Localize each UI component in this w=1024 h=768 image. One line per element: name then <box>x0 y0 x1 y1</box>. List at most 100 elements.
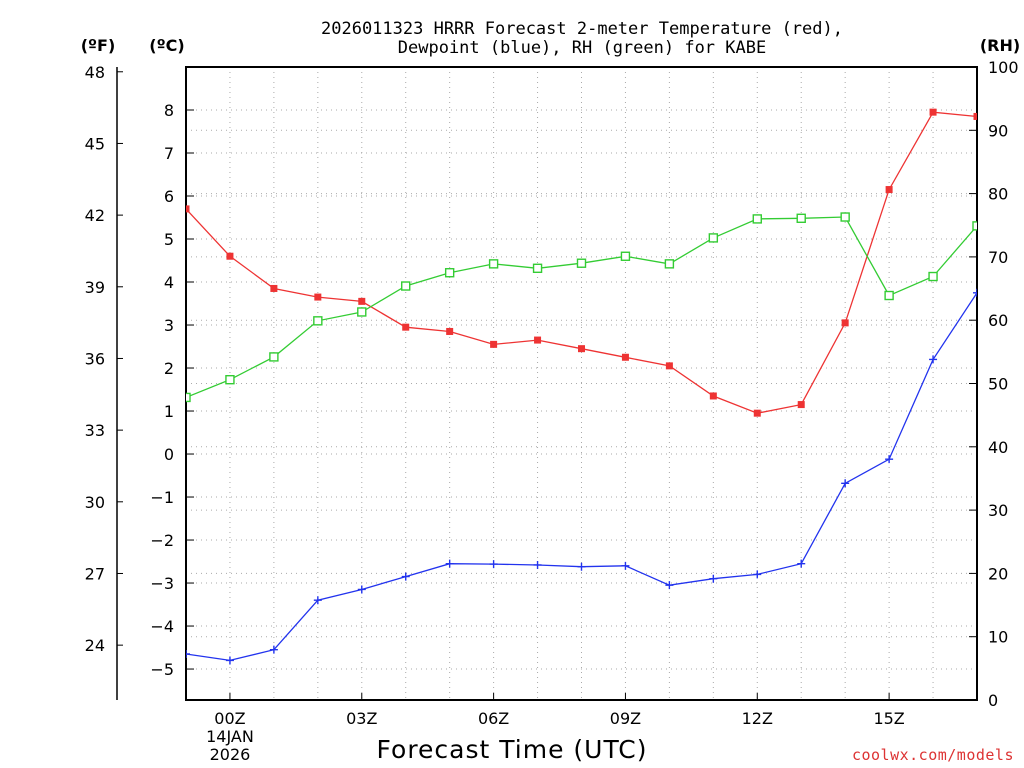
dewpoint-point <box>621 561 630 570</box>
temperature-point <box>797 401 805 409</box>
dewpoint-point <box>401 572 410 581</box>
fahrenheit-tick-label: 30 <box>85 493 105 512</box>
rh-point <box>186 392 191 403</box>
rh-tick-label: 90 <box>988 121 1008 140</box>
temperature-point <box>709 392 717 400</box>
fahrenheit-tick-label: 42 <box>85 206 105 225</box>
dewpoint-point <box>753 570 762 579</box>
dewpoint-point <box>665 581 674 590</box>
rh-point <box>972 221 977 231</box>
chart-title: 2026011323 HRRR Forecast 2-meter Tempera… <box>321 19 843 58</box>
temperature-point <box>270 284 278 292</box>
celsius-tick-label: −5 <box>150 660 174 679</box>
rh-point <box>796 213 806 223</box>
dewpoint-point <box>797 559 806 568</box>
celsius-tick-label: −3 <box>150 574 174 593</box>
rh-tick-label: 10 <box>988 628 1008 647</box>
rh-tick-label: 50 <box>988 375 1008 394</box>
fahrenheit-tick-label: 27 <box>85 564 105 583</box>
rh-point <box>357 307 367 317</box>
temperature-point <box>490 340 498 348</box>
x-tick-label: 09Z <box>610 709 641 728</box>
temperature-point <box>402 323 410 331</box>
series-dewpoint <box>186 288 977 665</box>
temperature-point <box>226 252 234 260</box>
x-tick-label: 15Z <box>873 709 904 728</box>
rh-tick-label: 100 <box>988 58 1019 77</box>
temperature-point <box>665 362 673 370</box>
dewpoint-point <box>225 656 234 665</box>
rh-tick-label: 0 <box>988 691 998 710</box>
x-tick-label: 00Z <box>214 709 245 728</box>
rh-point <box>752 214 762 224</box>
fahrenheit-tick-label: 24 <box>85 636 105 655</box>
temperature-point <box>885 186 893 194</box>
dewpoint-point <box>313 596 322 605</box>
rh-point <box>401 281 411 291</box>
x-tick-sublabel: 14JAN <box>206 727 254 746</box>
rh-tick-label: 20 <box>988 564 1008 583</box>
axes: −5−4−3−2−1012345678242730333639424548010… <box>85 58 1019 764</box>
dewpoint-point <box>841 479 850 488</box>
celsius-tick-label: 2 <box>164 359 174 378</box>
temperature-point <box>753 409 761 417</box>
dewpoint-point <box>489 560 498 569</box>
temperature-point <box>446 327 454 335</box>
x-tick-label: 03Z <box>346 709 377 728</box>
x-tick-label: 06Z <box>478 709 509 728</box>
fahrenheit-tick-label: 33 <box>85 421 105 440</box>
rh-point <box>444 268 455 278</box>
dewpoint-point <box>186 649 190 658</box>
celsius-tick-label: −4 <box>150 617 174 636</box>
temperature-point <box>621 353 629 361</box>
fahrenheit-tick-label: 48 <box>85 63 105 82</box>
temperature-point <box>314 293 322 301</box>
dewpoint-point <box>357 585 366 594</box>
dewpoint-point <box>973 288 977 297</box>
rh-point <box>269 352 279 362</box>
rh-point <box>532 263 543 273</box>
rh-point <box>928 271 938 282</box>
fahrenheit-tick-label: 45 <box>85 134 105 153</box>
rh-unit-label: (RH) <box>980 36 1020 55</box>
celsius-tick-label: 8 <box>164 101 174 120</box>
celsius-tick-label: 5 <box>164 230 174 249</box>
fahrenheit-tick-label: 39 <box>85 278 105 297</box>
credit-text[interactable]: coolwx.com/models <box>852 746 1014 764</box>
celsius-unit-label: (ºC) <box>149 36 184 55</box>
rh-tick-label: 60 <box>988 311 1008 330</box>
dewpoint-point <box>709 574 718 583</box>
temperature-point <box>929 108 937 116</box>
chart-title-line-2: Dewpoint (blue), RH (green) for KABE <box>398 38 766 58</box>
temperature-point <box>534 336 542 344</box>
rh-point <box>884 290 894 301</box>
rh-tick-label: 30 <box>988 501 1008 520</box>
dewpoint-point <box>445 559 454 568</box>
rh-tick-label: 70 <box>988 248 1008 267</box>
rh-point <box>664 259 675 269</box>
celsius-tick-label: 3 <box>164 316 174 335</box>
series-layer <box>186 108 977 665</box>
temperature-point <box>841 319 849 327</box>
dewpoint-point <box>577 562 586 571</box>
x-axis-title: Forecast Time (UTC) <box>377 735 648 764</box>
rh-point <box>576 258 587 268</box>
celsius-tick-label: 1 <box>164 402 174 421</box>
celsius-tick-label: −2 <box>150 531 174 550</box>
celsius-tick-label: 4 <box>164 273 174 292</box>
rh-point <box>840 212 850 222</box>
fahrenheit-unit-label: (ºF) <box>81 36 116 55</box>
dewpoint-point <box>533 560 542 569</box>
dewpoint-point <box>269 645 278 654</box>
chart-title-line-1: 2026011323 HRRR Forecast 2-meter Tempera… <box>321 19 843 39</box>
rh-tick-label: 80 <box>988 185 1008 204</box>
temperature-point <box>358 297 366 305</box>
rh-point <box>708 233 719 243</box>
temperature-point <box>578 345 585 353</box>
temperature-point <box>973 112 977 120</box>
celsius-tick-label: −1 <box>150 488 174 507</box>
dewpoint-point <box>885 455 894 464</box>
series-rh <box>186 212 977 403</box>
rh-point <box>313 316 323 326</box>
